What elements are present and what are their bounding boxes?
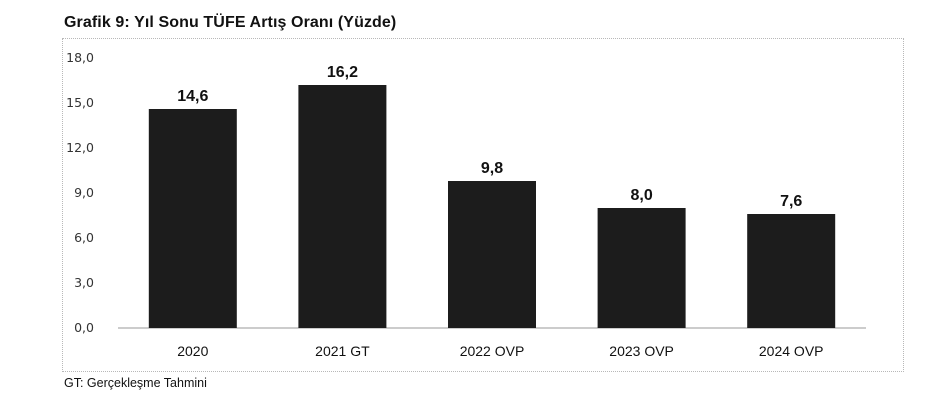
data-label: 7,6 <box>780 193 802 210</box>
y-tick-label: 0,0 <box>74 320 94 335</box>
footnote: GT: Gerçekleşme Tahmini <box>64 376 207 390</box>
y-tick-label: 15,0 <box>66 95 94 110</box>
bar <box>298 85 387 328</box>
x-tick-label: 2020 <box>177 343 208 359</box>
y-tick-label: 3,0 <box>74 275 94 290</box>
data-label: 9,8 <box>481 160 503 177</box>
y-tick-label: 6,0 <box>74 230 94 245</box>
y-tick-label: 18,0 <box>66 50 94 65</box>
plot-frame <box>62 38 904 372</box>
bar <box>747 214 836 328</box>
bar <box>597 208 686 328</box>
category-labels-group: 2020 2021 GT 2022 OVP 2023 OVP 2024 OVP <box>177 343 823 359</box>
x-tick-label: 2021 GT <box>315 343 370 359</box>
bar <box>448 181 536 328</box>
data-label: 8,0 <box>630 187 652 204</box>
y-tick-label: 12,0 <box>66 140 94 155</box>
y-axis-ticks: 0,0 3,0 6,0 9,0 12,0 15,0 18,0 <box>66 50 94 335</box>
data-label: 16,2 <box>327 64 358 81</box>
y-tick-label: 9,0 <box>74 185 94 200</box>
chart-title: Grafik 9: Yıl Sonu TÜFE Artış Oranı (Yüz… <box>64 14 397 31</box>
x-tick-label: 2024 OVP <box>759 343 824 359</box>
data-label: 14,6 <box>177 88 208 105</box>
bar <box>148 109 237 328</box>
bars-group <box>148 85 836 328</box>
data-labels-group: 14,6 16,2 9,8 8,0 7,6 <box>177 64 802 210</box>
x-tick-label: 2022 OVP <box>460 343 525 359</box>
x-tick-label: 2023 OVP <box>609 343 674 359</box>
